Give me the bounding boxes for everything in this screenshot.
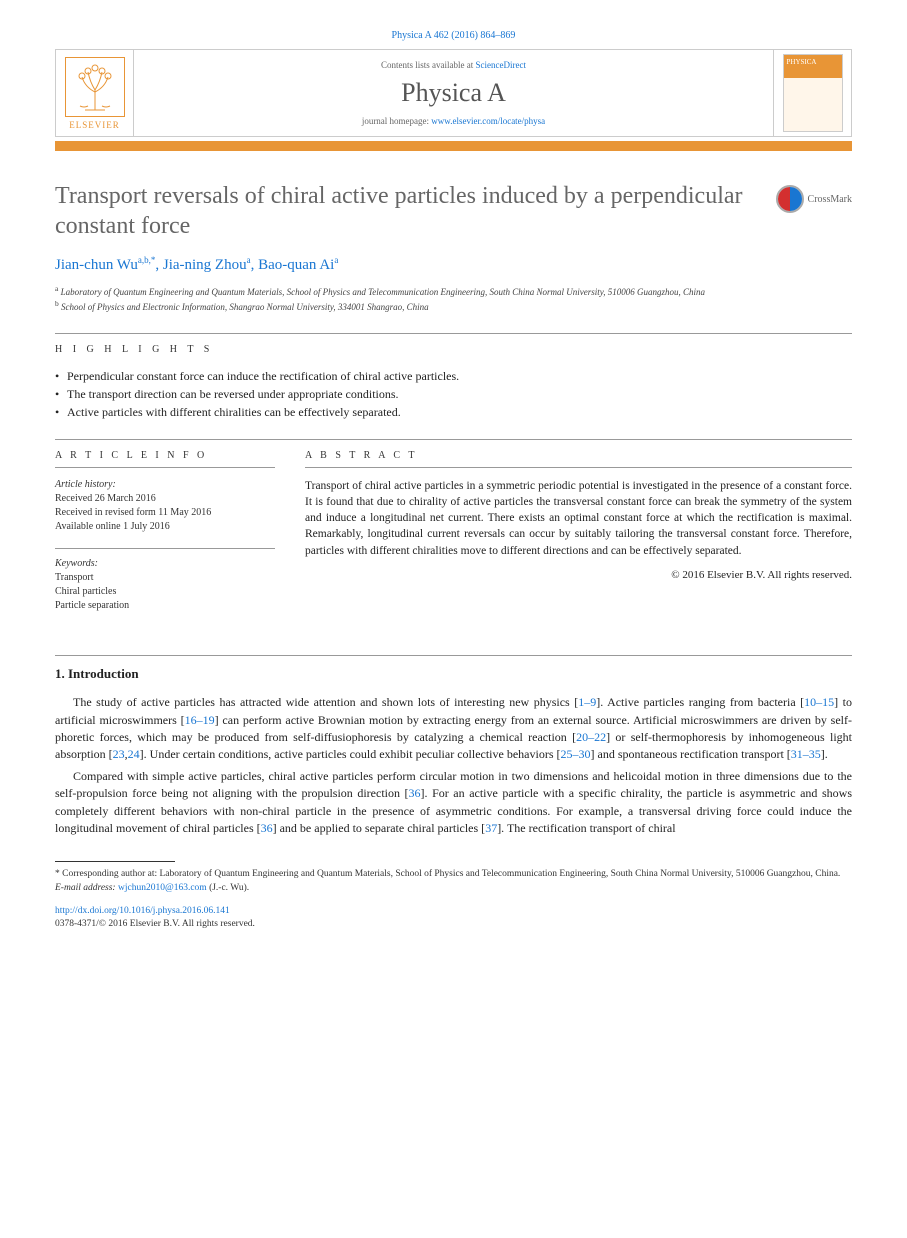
journal-info-cell: Contents lists available at ScienceDirec… [134, 50, 773, 136]
article-info-column: A R T I C L E I N F O Article history: R… [55, 450, 275, 627]
history-item: Received 26 March 2016 [55, 492, 275, 506]
accent-bar [55, 141, 852, 151]
reference-link[interactable]: 36 [261, 821, 273, 835]
author-email-link[interactable]: wjchun2010@163.com [118, 883, 207, 893]
reference-link[interactable]: 36 [409, 786, 421, 800]
publisher-logo-cell: ELSEVIER [56, 50, 134, 136]
article-history: Article history: Received 26 March 2016R… [55, 478, 275, 534]
abstract-text: Transport of chiral active particles in … [305, 478, 852, 558]
highlight-item: Active particles with different chiralit… [55, 403, 852, 421]
reference-link[interactable]: 16–19 [185, 713, 215, 727]
history-label: Article history: [55, 478, 275, 492]
publisher-name: ELSEVIER [69, 120, 120, 130]
highlights-list: Perpendicular constant force can induce … [55, 367, 852, 421]
journal-homepage-line: journal homepage: www.elsevier.com/locat… [362, 116, 545, 126]
footnote-marker: * [55, 869, 60, 879]
crossmark-icon [776, 185, 804, 213]
keyword-item: Transport [55, 571, 275, 585]
reference-link[interactable]: 20–22 [576, 730, 606, 744]
article-info-heading: A R T I C L E I N F O [55, 450, 275, 468]
divider [55, 655, 852, 656]
crossmark-label: CrossMark [808, 194, 852, 205]
divider [55, 439, 852, 440]
highlights-heading: H I G H L I G H T S [55, 344, 852, 355]
divider [55, 333, 852, 334]
reference-link[interactable]: 1–9 [578, 695, 596, 709]
affiliations: a Laboratory of Quantum Engineering and … [55, 284, 852, 313]
abstract-column: A B S T R A C T Transport of chiral acti… [305, 450, 852, 627]
crossmark-badge[interactable]: CrossMark [776, 185, 852, 213]
reference-link[interactable]: 23 [113, 747, 125, 761]
introduction-section: 1. Introduction The study of active part… [55, 666, 852, 837]
journal-homepage-link[interactable]: www.elsevier.com/locate/physa [431, 116, 545, 126]
journal-cover-cell: PHYSICA [773, 50, 851, 136]
intro-paragraph-1: The study of active particles has attrac… [55, 694, 852, 764]
journal-header: ELSEVIER Contents lists available at Sci… [55, 49, 852, 137]
abstract-copyright: © 2016 Elsevier B.V. All rights reserved… [305, 569, 852, 581]
keyword-item: Particle separation [55, 599, 275, 613]
highlight-item: Perpendicular constant force can induce … [55, 367, 852, 385]
reference-link[interactable]: 10–15 [804, 695, 834, 709]
abstract-heading: A B S T R A C T [305, 450, 852, 468]
footnote-text: Corresponding author at: Laboratory of Q… [62, 869, 840, 879]
doi-issn-block: http://dx.doi.org/10.1016/j.physa.2016.0… [55, 905, 852, 932]
issn-copyright: 0378-4371/© 2016 Elsevier B.V. All right… [55, 919, 255, 929]
reference-link[interactable]: 31–35 [791, 747, 821, 761]
history-item: Available online 1 July 2016 [55, 520, 275, 534]
reference-link[interactable]: 25–30 [561, 747, 591, 761]
journal-reference: Physica A 462 (2016) 864–869 [55, 30, 852, 41]
reference-link[interactable]: 37 [485, 821, 497, 835]
journal-cover-thumbnail: PHYSICA [783, 54, 843, 132]
keyword-item: Chiral particles [55, 585, 275, 599]
email-author-suffix: (J.-c. Wu). [209, 883, 249, 893]
journal-title: Physica A [401, 78, 506, 108]
corresponding-author-footnote: * Corresponding author at: Laboratory of… [55, 868, 852, 895]
keywords-label: Keywords: [55, 557, 275, 571]
affiliation-line: b School of Physics and Electronic Infor… [55, 299, 852, 314]
section-heading: 1. Introduction [55, 666, 852, 682]
contents-prefix: Contents lists available at [381, 60, 475, 70]
keywords-block: Keywords: TransportChiral particlesParti… [55, 557, 275, 613]
homepage-prefix: journal homepage: [362, 116, 431, 126]
sciencedirect-link[interactable]: ScienceDirect [476, 60, 526, 70]
article-title: Transport reversals of chiral active par… [55, 181, 756, 241]
history-item: Received in revised form 11 May 2016 [55, 506, 275, 520]
authors-list: Jian-chun Wua,b,*, Jia-ning Zhoua, Bao-q… [55, 255, 852, 274]
intro-paragraph-2: Compared with simple active particles, c… [55, 768, 852, 838]
affiliation-line: a Laboratory of Quantum Engineering and … [55, 284, 852, 299]
footnote-divider [55, 861, 175, 862]
elsevier-tree-icon [65, 57, 125, 117]
email-label: E-mail address: [55, 883, 116, 893]
doi-link[interactable]: http://dx.doi.org/10.1016/j.physa.2016.0… [55, 906, 230, 916]
highlight-item: The transport direction can be reversed … [55, 385, 852, 403]
reference-link[interactable]: 24 [128, 747, 140, 761]
divider [55, 548, 275, 549]
contents-available-line: Contents lists available at ScienceDirec… [381, 60, 526, 70]
